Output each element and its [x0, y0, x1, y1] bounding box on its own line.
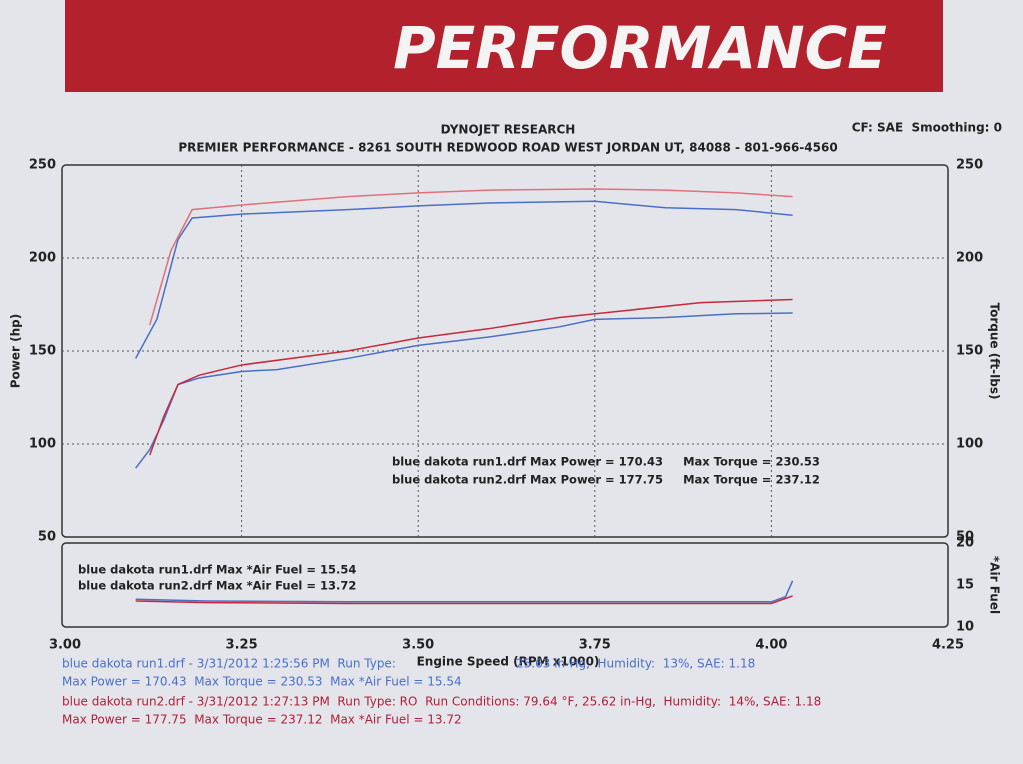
y2-axis-title: Torque (ft-lbs) [988, 303, 1002, 400]
x-tick-label: 3.75 [579, 638, 611, 653]
y2-tick-label: 250 [956, 158, 983, 173]
y-tick-label: 200 [29, 251, 56, 266]
annotation: blue dakota run1.drf Max *Air Fuel = 15.… [78, 563, 356, 577]
subtitle: PREMIER PERFORMANCE - 8261 SOUTH REDWOOD… [178, 141, 837, 155]
annotation: blue dakota run1.drf Max Power = 170.43 … [392, 455, 820, 469]
y-tick-label: 50 [38, 530, 56, 545]
data-line [135, 580, 794, 603]
footer-line: blue dakota run2.drf - 3/31/2012 1:27:13… [62, 695, 821, 709]
x-tick-label: 3.50 [402, 638, 434, 653]
data-line [149, 188, 793, 326]
logo-banner [65, 0, 943, 92]
x-tick-label: 4.25 [932, 638, 964, 653]
x-axis-title: Engine Speed (RPM x1000) [417, 655, 600, 669]
y2-tick-label: 20 [956, 536, 974, 551]
footer-line: Max Power = 177.75 Max Torque = 237.12 M… [62, 713, 462, 727]
x-tick-label: 4.00 [755, 638, 787, 653]
footer-line: 25.63 in-Hg, Humidity: 13%, SAE: 1.18 [516, 657, 755, 671]
footer-line: Max Power = 170.43 Max Torque = 230.53 M… [62, 675, 462, 689]
annotation: blue dakota run2.drf Max *Air Fuel = 13.… [78, 579, 356, 593]
y2-tick-label: 15 [956, 578, 974, 593]
y-tick-label: 100 [29, 437, 56, 452]
footer-line: blue dakota run1.drf - 3/31/2012 1:25:56… [62, 657, 396, 671]
corner-info: CF: SAE Smoothing: 0 [852, 121, 1002, 135]
y2-tick-label: 50 [956, 530, 974, 545]
annotation: blue dakota run2.drf Max Power = 177.75 … [392, 473, 820, 487]
data-line [135, 312, 793, 469]
af-axis-title: *Air Fuel [988, 556, 1002, 614]
y2-tick-label: 10 [956, 620, 974, 635]
y-tick-label: 250 [29, 158, 56, 173]
y-axis-title: Power (hp) [9, 314, 23, 388]
title: DYNOJET RESEARCH [441, 123, 576, 137]
plot-frame [61, 542, 949, 628]
data-line [135, 595, 793, 605]
y2-tick-label: 200 [956, 251, 983, 266]
data-line [134, 200, 793, 359]
y2-tick-label: 150 [956, 344, 983, 359]
logo-text: PERFORMANCE [393, 14, 887, 82]
y-tick-label: 150 [29, 344, 56, 359]
x-tick-label: 3.00 [49, 638, 81, 653]
x-tick-label: 3.25 [226, 638, 258, 653]
data-line [149, 298, 793, 456]
y2-tick-label: 100 [956, 437, 983, 452]
